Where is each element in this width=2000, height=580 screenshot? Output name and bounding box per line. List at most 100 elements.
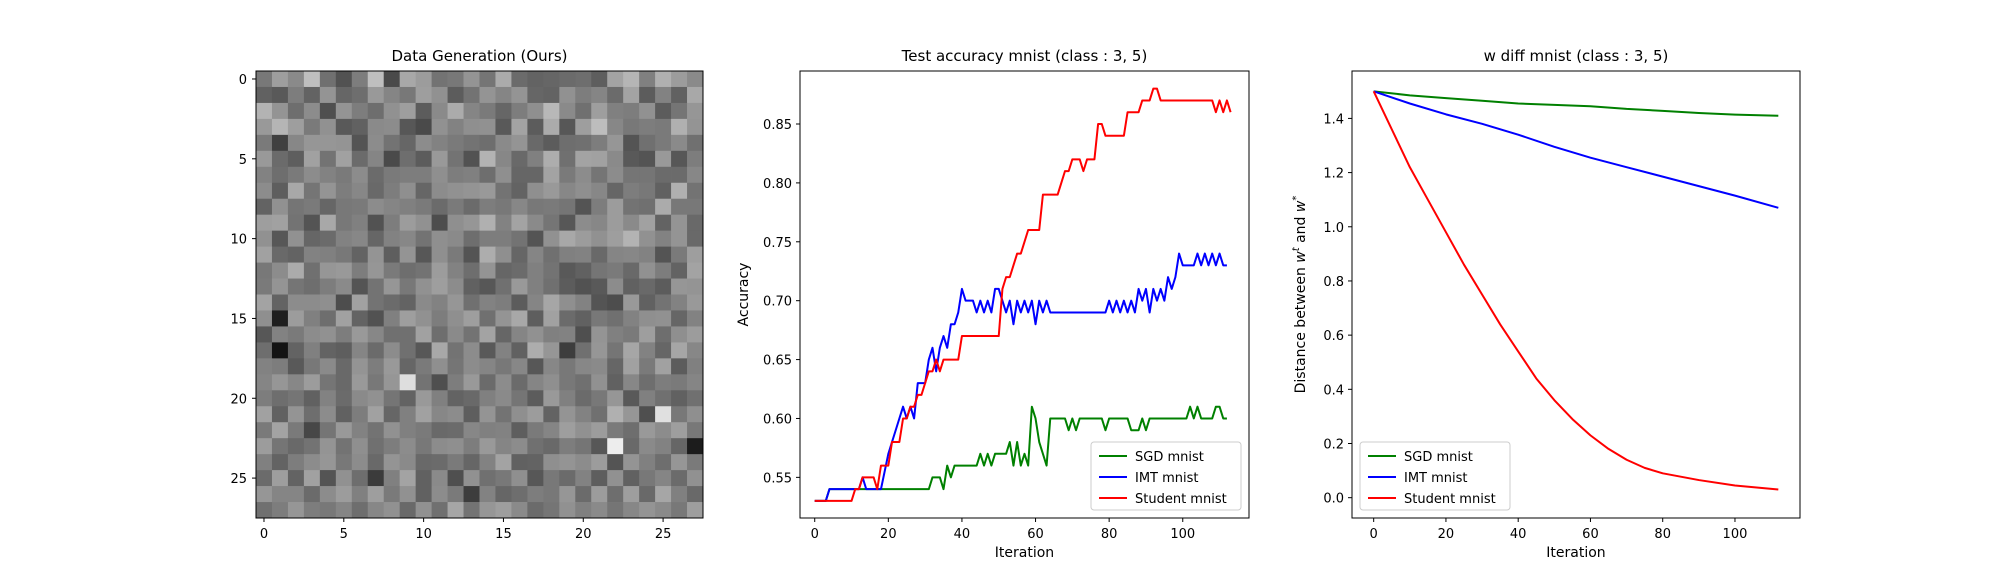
heatmap-cell [479, 118, 496, 136]
heatmap-cell [671, 390, 688, 407]
heatmap-cell [447, 342, 464, 359]
heatmap-cell [287, 102, 305, 120]
heatmap-cell [543, 230, 560, 247]
heatmap-cell [271, 86, 289, 104]
heatmap-cell [575, 71, 592, 88]
heatmap-cell [351, 390, 369, 407]
heatmap-cell [431, 486, 448, 503]
heatmap-cell [639, 102, 656, 120]
heatmap-cell [351, 310, 369, 327]
heatmap-cell [671, 406, 688, 423]
heatmap-cell [303, 278, 321, 295]
heatmap-cell [543, 278, 560, 295]
heatmap-cell [447, 150, 464, 168]
heatmap-cell [527, 262, 544, 279]
wdiff-xtick-label: 0 [1370, 527, 1378, 542]
heatmap-cell [687, 294, 704, 311]
heatmap-cell [383, 390, 401, 407]
heatmap-cell [335, 86, 353, 104]
heatmap-cell [607, 262, 624, 279]
heatmap-cell [479, 71, 496, 88]
accuracy-ytick-label: 0.80 [763, 177, 792, 192]
heatmap-cell [319, 166, 337, 184]
heatmap-cell [575, 342, 592, 359]
heatmap-cell [607, 86, 624, 104]
heatmap-cell [639, 438, 656, 455]
heatmap-cell [495, 310, 512, 327]
heatmap-cell [671, 486, 688, 503]
heatmap-cell [256, 374, 273, 391]
heatmap-cell [463, 310, 480, 327]
accuracy-xtick-label: 40 [954, 527, 971, 542]
heatmap-cell [367, 71, 385, 88]
heatmap-cell [383, 486, 401, 503]
heatmap-cell [687, 230, 704, 247]
heatmap-cell [335, 246, 353, 263]
heatmap-cell [591, 150, 608, 168]
heatmap-cell [607, 470, 624, 487]
heatmap-cell [687, 406, 704, 423]
heatmap-cell [256, 102, 273, 120]
heatmap-cell [367, 438, 385, 455]
heatmap-cell [559, 310, 576, 327]
wdiff-ylabel: Distance between wt and w* [1291, 196, 1309, 394]
heatmap-cell [527, 438, 544, 455]
heatmap-cell [415, 438, 432, 455]
heatmap-cell [575, 310, 592, 327]
wdiff-legend-label: IMT mnist [1404, 471, 1468, 486]
heatmap-cell [463, 342, 480, 359]
heatmap-cell [287, 390, 305, 407]
heatmap-cell [511, 438, 528, 455]
heatmap-cell [463, 150, 480, 168]
heatmap-cell [399, 326, 417, 343]
heatmap-cell [335, 438, 353, 455]
heatmap-cell [271, 230, 289, 247]
accuracy-xtick-label: 0 [811, 527, 819, 542]
heatmap-cell [479, 342, 496, 359]
heatmap-cell [351, 502, 369, 519]
heatmap-cell [463, 294, 480, 311]
heatmap-cell [655, 294, 672, 311]
heatmap-cell [383, 342, 401, 359]
heatmap-cell [287, 214, 305, 232]
heatmap-cell [287, 166, 305, 184]
heatmap-cell [479, 486, 496, 503]
heatmap-cell [607, 374, 624, 391]
heatmap-cell [623, 102, 640, 120]
heatmap-cell [671, 454, 688, 471]
heatmap-cell [607, 406, 624, 423]
heatmap-cell [447, 502, 464, 519]
heatmap-cell [495, 438, 512, 455]
heatmap-cell [367, 422, 385, 439]
heatmap-cell [335, 278, 353, 295]
heatmap-cell [527, 502, 544, 519]
heatmap-cell [479, 358, 496, 375]
heatmap-cell [367, 470, 385, 487]
heatmap-cell [559, 342, 576, 359]
heatmap-cell [511, 374, 528, 391]
heatmap-cell [495, 230, 512, 247]
heatmap-cell [415, 71, 432, 88]
heatmap-cell [415, 134, 432, 152]
heatmap-cell [511, 486, 528, 503]
heatmap-cell [639, 502, 656, 519]
heatmap-cell [639, 166, 656, 184]
heatmap-cell [655, 230, 672, 247]
heatmap-cell [256, 470, 273, 487]
heatmap-cell [479, 390, 496, 407]
heatmap-cell [399, 406, 417, 423]
heatmap-cell [319, 71, 337, 88]
heatmap-cell [655, 134, 672, 152]
heatmap-cell [559, 230, 576, 247]
heatmap-cell [351, 71, 369, 88]
heatmap-cell [415, 102, 432, 120]
heatmap-cell [623, 262, 640, 279]
heatmap-cell [527, 118, 544, 136]
heatmap-cell [671, 102, 688, 120]
heatmap-cell [559, 326, 576, 343]
heatmap-cell [319, 374, 337, 391]
heatmap-cell [351, 166, 369, 184]
heatmap-cell [383, 358, 401, 375]
heatmap-cell [639, 374, 656, 391]
heatmap-cell [335, 230, 353, 247]
